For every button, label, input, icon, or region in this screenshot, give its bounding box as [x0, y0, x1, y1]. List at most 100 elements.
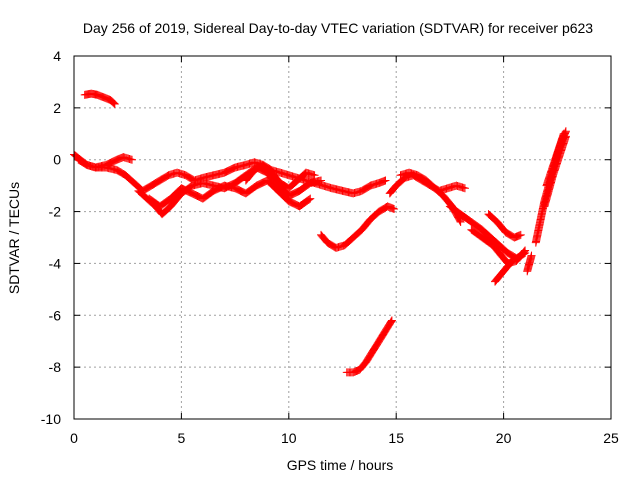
data-points [70, 89, 570, 377]
marker-fill [76, 157, 85, 166]
data-point [177, 184, 186, 193]
marker-fill [251, 165, 260, 174]
marker-fill [290, 199, 299, 208]
data-point [413, 171, 422, 180]
marker-fill [143, 184, 152, 193]
marker-fill [380, 204, 389, 213]
plot-frame [73, 55, 612, 420]
data-point [508, 256, 517, 265]
x-tick-label: 10 [281, 430, 297, 446]
marker-fill [78, 158, 87, 167]
grid [74, 56, 611, 419]
marker-fill [111, 156, 120, 165]
data-point [188, 189, 197, 198]
marker-fill [289, 199, 298, 208]
y-tick-label: -8 [49, 359, 62, 375]
marker-fill [106, 158, 115, 167]
marker-fill [225, 166, 234, 175]
y-tick-label: -10 [41, 411, 61, 427]
marker-fill [118, 169, 127, 178]
data-point [310, 171, 319, 180]
marker-fill [185, 173, 194, 182]
marker-fill [116, 168, 125, 177]
marker-fill [291, 188, 300, 197]
marker-fill [150, 179, 159, 188]
data-point [381, 176, 390, 185]
marker-fill [280, 181, 289, 190]
marker-fill [162, 172, 171, 181]
marker-fill [503, 229, 512, 238]
marker-fill [114, 166, 123, 175]
marker-fill [254, 163, 263, 172]
marker-fill [279, 180, 288, 189]
marker-fill [376, 206, 385, 215]
marker-fill [255, 180, 264, 189]
marker-fill [79, 158, 88, 167]
marker-fill [80, 159, 89, 168]
data-point [306, 194, 315, 203]
marker-fill [140, 185, 149, 194]
marker-fill [379, 204, 388, 213]
marker-fill [456, 216, 465, 225]
marker-fill [235, 186, 244, 195]
marker-fill [414, 171, 423, 180]
data-point [501, 228, 510, 237]
marker-fill [507, 231, 516, 240]
marker-fill [386, 318, 395, 327]
series-track-n [491, 256, 517, 286]
marker-fill [417, 173, 426, 182]
marker-fill [359, 185, 368, 194]
marker-fill [253, 181, 262, 190]
marker-fill [154, 177, 163, 186]
marker-fill [181, 186, 190, 195]
marker-fill [221, 168, 230, 177]
series-track-h [342, 316, 396, 377]
marker-fill [182, 171, 191, 180]
data-point [250, 166, 259, 175]
marker-fill [288, 198, 297, 207]
marker-fill [105, 159, 114, 168]
marker-fill [387, 317, 396, 326]
marker-fill [183, 187, 192, 196]
chart-title: Day 256 of 2019, Sidereal Day-to-day VTE… [83, 20, 593, 36]
data-point [276, 179, 285, 188]
data-point [527, 251, 536, 260]
marker-fill [286, 190, 295, 199]
data-point [181, 171, 190, 180]
marker-fill [506, 258, 515, 267]
marker-fill [192, 191, 201, 200]
marker-fill [416, 173, 425, 182]
marker-fill [363, 183, 372, 192]
marker-fill [144, 183, 153, 192]
marker-fill [141, 184, 150, 193]
marker-fill [358, 186, 367, 195]
series-track-b [74, 153, 136, 172]
data-point [460, 184, 469, 193]
marker-fill [290, 189, 299, 198]
marker-fill [288, 190, 297, 199]
x-tick-label: 15 [388, 430, 404, 446]
y-tick-label: 0 [53, 152, 61, 168]
marker-fill [160, 173, 169, 182]
marker-fill [153, 177, 162, 186]
marker-fill [253, 164, 262, 173]
marker-fill [214, 184, 223, 193]
marker-fill [190, 190, 199, 199]
marker-fill [256, 179, 265, 188]
marker-fill [179, 185, 188, 194]
marker-fill [507, 251, 516, 260]
marker-fill [361, 184, 370, 193]
x-tick-label: 5 [178, 430, 186, 446]
marker-fill [151, 179, 160, 188]
marker-fill [305, 195, 314, 204]
marker-fill [211, 185, 220, 194]
marker-fill [158, 175, 167, 184]
marker-fill [289, 189, 298, 198]
marker-fill [226, 165, 235, 174]
x-tick-label: 25 [603, 430, 619, 446]
marker-fill [234, 185, 243, 194]
data-point [456, 217, 465, 226]
marker-fill [222, 167, 231, 176]
y-tick-label: -4 [49, 255, 62, 271]
